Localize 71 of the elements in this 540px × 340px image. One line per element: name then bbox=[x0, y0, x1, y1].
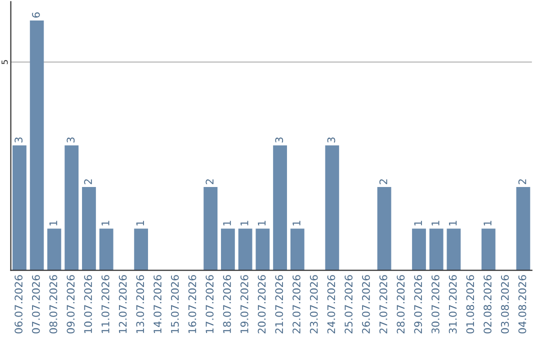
bar bbox=[204, 187, 218, 270]
data-label: 2 bbox=[206, 179, 214, 184]
x-tick-label: 21.07.2026 bbox=[275, 275, 284, 334]
bar bbox=[256, 228, 270, 270]
x-tick-label: 13.07.2026 bbox=[136, 275, 144, 333]
bar bbox=[290, 228, 304, 270]
bar bbox=[238, 228, 252, 270]
data-label: 1 bbox=[136, 220, 144, 226]
x-tick-label: 23.07.2026 bbox=[310, 275, 318, 334]
data-label: 3 bbox=[66, 137, 75, 142]
data-label: 1 bbox=[449, 220, 457, 226]
x-tick-label: 25.07.2026 bbox=[344, 275, 353, 334]
bar bbox=[99, 228, 114, 270]
data-label: 1 bbox=[414, 220, 422, 226]
data-label: 1 bbox=[432, 220, 440, 226]
x-tick-label: 04.08.2026 bbox=[518, 275, 526, 334]
x-tick-label: 17.07.2026 bbox=[206, 275, 214, 333]
x-tick-label: 31.07.2026 bbox=[448, 275, 457, 334]
x-tick-label: 19.07.2026 bbox=[240, 275, 248, 333]
bar bbox=[12, 145, 26, 270]
data-label: 1 bbox=[223, 220, 231, 226]
x-tick-label: 06.07.2026 bbox=[14, 275, 23, 334]
bar bbox=[325, 145, 340, 270]
x-tick-label: 29.07.2026 bbox=[414, 275, 422, 334]
bar bbox=[134, 228, 148, 270]
data-label: 3 bbox=[327, 137, 336, 142]
bar bbox=[82, 187, 96, 270]
x-tick-label: 22.07.2026 bbox=[292, 275, 300, 334]
x-tick-label: 01.08.2026 bbox=[466, 275, 474, 334]
data-label: 1 bbox=[292, 220, 300, 226]
bar bbox=[412, 228, 426, 270]
x-tick-label: 07.07.2026 bbox=[32, 275, 40, 334]
bar bbox=[516, 187, 530, 270]
bar bbox=[429, 228, 444, 270]
data-label: 1 bbox=[240, 220, 248, 226]
x-tick-label: 11.07.2026 bbox=[101, 275, 110, 333]
x-tick-label: 03.08.2026 bbox=[500, 275, 509, 334]
bar bbox=[377, 187, 392, 270]
bar bbox=[30, 20, 44, 270]
x-tick-label: 24.07.2026 bbox=[327, 275, 336, 334]
x-tick-label: 12.07.2026 bbox=[118, 275, 127, 333]
data-label: 6 bbox=[32, 12, 40, 18]
data-label: 1 bbox=[102, 220, 110, 226]
x-tick-label: 20.07.2026 bbox=[258, 275, 266, 334]
x-tick-label: 28.07.2026 bbox=[396, 275, 405, 334]
data-label: 3 bbox=[14, 137, 23, 142]
x-tick-label: 08.07.2026 bbox=[49, 275, 58, 334]
x-tick-label: 30.07.2026 bbox=[432, 275, 440, 334]
bar bbox=[273, 145, 287, 270]
x-tick-label: 16.07.2026 bbox=[188, 275, 196, 333]
data-label: 1 bbox=[258, 220, 266, 226]
bar bbox=[446, 228, 461, 270]
y-tick-label: 5 bbox=[2, 60, 8, 64]
x-tick-label: 14.07.2026 bbox=[154, 275, 162, 333]
x-tick-label: 02.08.2026 bbox=[484, 275, 492, 334]
data-label: 2 bbox=[379, 179, 388, 184]
data-label: 1 bbox=[50, 220, 58, 226]
x-tick-label: 10.07.2026 bbox=[84, 275, 92, 333]
x-tick-label: 18.07.2026 bbox=[223, 275, 231, 333]
data-label: 3 bbox=[275, 137, 284, 142]
data-label: 1 bbox=[484, 220, 492, 226]
x-tick-label: 09.07.2026 bbox=[66, 275, 75, 334]
bar bbox=[220, 228, 235, 270]
x-tick-label: 15.07.2026 bbox=[170, 275, 179, 333]
bar bbox=[482, 228, 496, 270]
bar bbox=[47, 228, 62, 270]
x-tick-label: 26.07.2026 bbox=[362, 275, 370, 334]
x-tick-label: 27.07.2026 bbox=[379, 275, 388, 334]
data-label: 2 bbox=[518, 179, 526, 184]
bar bbox=[64, 145, 79, 270]
data-label: 2 bbox=[84, 179, 92, 184]
